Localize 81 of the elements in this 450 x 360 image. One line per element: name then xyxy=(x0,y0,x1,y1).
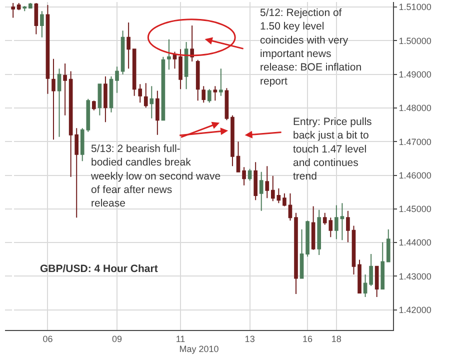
x-tick-label: 13 xyxy=(244,334,255,344)
candlestick xyxy=(254,162,258,201)
y-tick-label: 1.43000 xyxy=(398,271,432,282)
candlestick xyxy=(380,242,385,290)
x-tick-label: 16 xyxy=(302,334,313,344)
candlestick xyxy=(178,48,182,90)
candlestick xyxy=(346,210,350,243)
candlestick xyxy=(270,175,275,202)
candlestick xyxy=(184,42,188,90)
candlestick xyxy=(230,114,234,167)
x-tick-label: 18 xyxy=(331,334,342,344)
y-tick-label: 1.48000 xyxy=(398,103,432,114)
candlestick xyxy=(63,63,67,116)
candlestick xyxy=(34,2,38,35)
candlestick xyxy=(150,86,154,119)
candlestick xyxy=(374,266,379,298)
candlestick xyxy=(259,171,264,212)
candlestick xyxy=(242,166,246,186)
y-tick-label: 1.51000 xyxy=(398,2,432,12)
candlestick xyxy=(167,38,171,70)
candlestick xyxy=(265,166,270,199)
candlestick xyxy=(386,228,390,262)
candlestick xyxy=(340,202,344,241)
candlestick xyxy=(248,168,252,182)
candlestick xyxy=(219,68,223,96)
candlestick xyxy=(68,70,73,178)
candlestick xyxy=(126,22,130,70)
candlestick xyxy=(213,86,218,102)
x-axis-title: May 2010 xyxy=(179,344,219,354)
candlestick xyxy=(358,259,362,294)
candlestick xyxy=(109,76,114,113)
candlestick xyxy=(11,2,15,18)
candlestick xyxy=(104,76,108,123)
candlestick xyxy=(282,192,286,207)
candlestick xyxy=(363,274,368,298)
candlestick xyxy=(317,209,322,256)
candlestick xyxy=(288,192,292,222)
x-tick-label: 06 xyxy=(42,334,53,344)
candlestick xyxy=(115,66,119,94)
candlestick xyxy=(334,204,338,240)
annotation: GBP/USD: 4 Hour Chart xyxy=(40,263,158,275)
candlestick xyxy=(276,188,281,204)
candlestick xyxy=(74,128,79,218)
y-tick-label: 1.42000 xyxy=(398,304,432,315)
candlestick xyxy=(172,51,177,70)
candlestick xyxy=(300,228,304,279)
candlestick xyxy=(156,90,160,136)
y-tick-label: 1.44000 xyxy=(398,238,432,248)
candlestick xyxy=(98,84,102,116)
x-tick-label: 09 xyxy=(112,334,122,344)
candlestick xyxy=(190,25,194,62)
candlestick xyxy=(306,220,310,258)
candlestick xyxy=(28,2,32,9)
candlestick xyxy=(52,58,56,140)
annotation: Entry: Price pulls back just a bit to touch 1.47 level and continues trend xyxy=(293,116,372,183)
y-tick-label: 1.50000 xyxy=(398,36,432,46)
candlestick xyxy=(236,141,240,172)
candlestick xyxy=(202,86,206,104)
candlestick xyxy=(120,30,125,75)
candlestick xyxy=(40,10,44,38)
candlestick xyxy=(311,206,316,250)
x-tick-label: 11 xyxy=(176,334,186,344)
candlestick xyxy=(22,6,27,12)
y-tick-label: 1.47000 xyxy=(398,136,432,147)
candlestick xyxy=(369,253,373,286)
annotation: 5/13: 2 bearish full-bodied candles break weekly low on second wave of fear after news release xyxy=(90,143,221,210)
candlestick xyxy=(57,68,62,138)
candlestick xyxy=(207,88,212,104)
candlestick xyxy=(46,4,50,94)
annotation: 5/12: Rejection of 1.50 key level coincides with very important news release: BOE inflation report xyxy=(260,7,362,88)
candlestick xyxy=(16,2,21,11)
candlestick xyxy=(224,88,229,121)
candlestick xyxy=(144,82,148,108)
y-tick-label: 1.49000 xyxy=(398,69,432,80)
candlestick xyxy=(196,59,200,102)
candlestick xyxy=(92,100,96,111)
y-tick-label: 1.45000 xyxy=(398,204,432,214)
candlestick xyxy=(161,56,166,121)
candlestick xyxy=(352,225,356,275)
y-tick-label: 1.46000 xyxy=(398,170,432,180)
candlestick xyxy=(294,212,298,294)
